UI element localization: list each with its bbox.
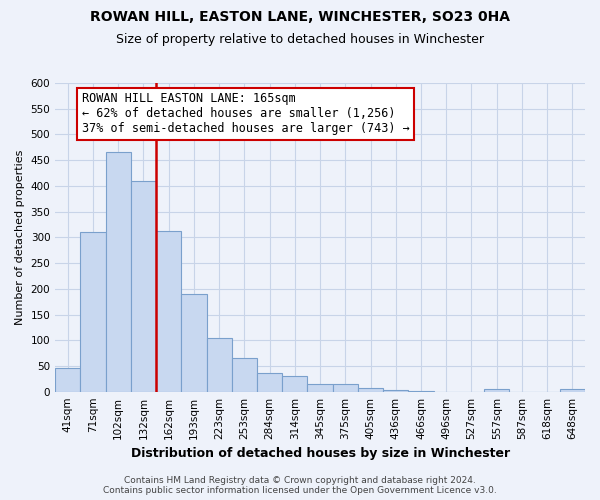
Text: Contains HM Land Registry data © Crown copyright and database right 2024.
Contai: Contains HM Land Registry data © Crown c… [103, 476, 497, 495]
Bar [206, 338, 232, 392]
Bar [257, 372, 282, 392]
Bar [232, 358, 257, 392]
Bar [484, 389, 509, 392]
Bar [80, 232, 106, 392]
Y-axis label: Number of detached properties: Number of detached properties [15, 150, 25, 325]
Bar [156, 230, 181, 392]
Bar [383, 390, 409, 392]
Bar [409, 391, 434, 392]
Bar [181, 294, 206, 392]
Bar [131, 180, 156, 392]
Text: ROWAN HILL, EASTON LANE, WINCHESTER, SO23 0HA: ROWAN HILL, EASTON LANE, WINCHESTER, SO2… [90, 10, 510, 24]
Bar [560, 389, 585, 392]
Text: ROWAN HILL EASTON LANE: 165sqm
← 62% of detached houses are smaller (1,256)
37% : ROWAN HILL EASTON LANE: 165sqm ← 62% of … [82, 92, 409, 136]
Bar [106, 152, 131, 392]
Bar [55, 368, 80, 392]
Bar [332, 384, 358, 392]
Bar [282, 376, 307, 392]
Text: Size of property relative to detached houses in Winchester: Size of property relative to detached ho… [116, 32, 484, 46]
X-axis label: Distribution of detached houses by size in Winchester: Distribution of detached houses by size … [131, 447, 509, 460]
Bar [358, 388, 383, 392]
Bar [307, 384, 332, 392]
